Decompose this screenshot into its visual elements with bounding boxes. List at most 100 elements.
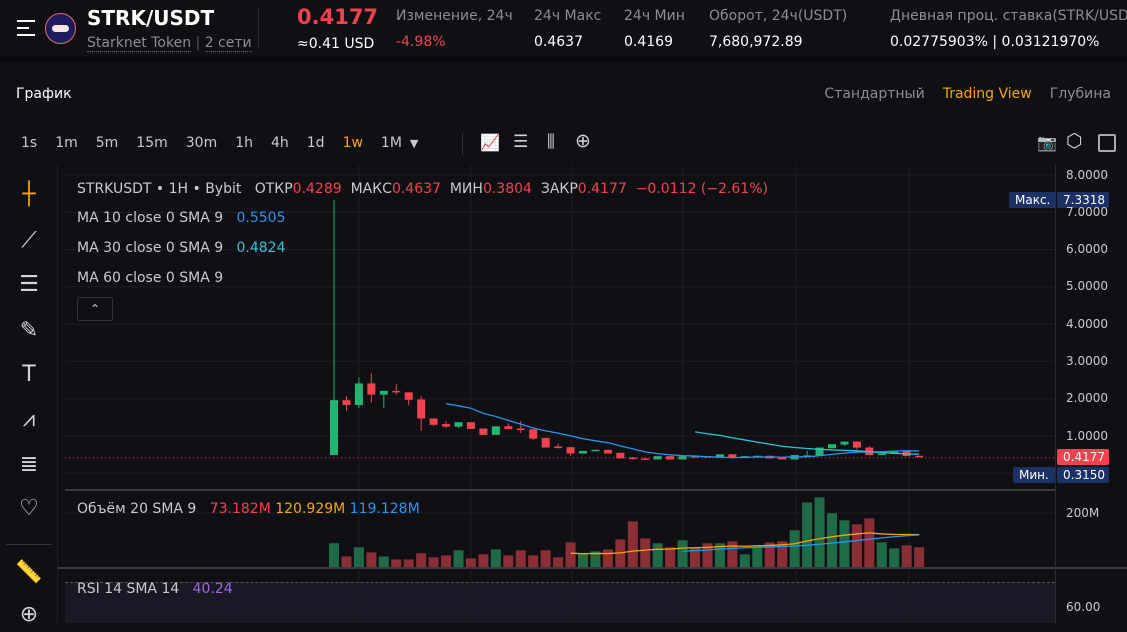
ma30-legend[interactable]: MA 30 close 0 SMA 9 0.4824 xyxy=(77,240,286,256)
volume-bar xyxy=(565,542,576,567)
pair-title[interactable]: STRK/USDT xyxy=(87,6,215,30)
tf-4h[interactable]: 4h xyxy=(270,135,289,151)
price-tick: 4.0000 xyxy=(1066,317,1108,331)
candle xyxy=(715,454,724,458)
change-label: Изменение, 24ч xyxy=(396,8,513,24)
candle xyxy=(828,444,836,449)
volume-bar xyxy=(789,530,800,567)
volume-bar xyxy=(752,547,763,567)
add-icon[interactable]: ⊕ xyxy=(575,130,591,152)
price-usd: ≈0.41 USD xyxy=(297,36,375,52)
tf-1s[interactable]: 1s xyxy=(21,135,38,151)
candle xyxy=(429,418,438,425)
volume-bar xyxy=(490,549,501,567)
ma10-legend[interactable]: MA 10 close 0 SMA 9 0.5505 xyxy=(77,210,286,226)
last-price-tag: 0.4177 xyxy=(1057,449,1109,465)
tab-standard[interactable]: Стандартный xyxy=(824,86,925,102)
candle xyxy=(541,437,550,448)
volume-bar xyxy=(503,555,514,567)
tab-tradingview[interactable]: Trading View xyxy=(942,86,1032,102)
networks-link[interactable]: 2 сети xyxy=(204,35,252,52)
volume-bar xyxy=(714,543,725,567)
candle xyxy=(678,456,687,460)
volume-bar xyxy=(876,542,887,567)
candle xyxy=(554,446,563,448)
legend-close: 0.4177 xyxy=(577,181,627,197)
legend-change: −0.0112 (−2.61%) xyxy=(635,181,768,197)
high-label: 24ч Макс xyxy=(534,8,602,24)
settings-icon[interactable]: ⬡ xyxy=(1066,130,1083,152)
timeframe-bar: 1s 1m 5m 15m 30m 1h 4h 1d 1w 1M ▼ xyxy=(21,135,436,151)
favorite-heart-icon[interactable]: ♡ xyxy=(19,496,39,521)
candle xyxy=(915,455,924,458)
volume-bar xyxy=(839,520,850,567)
tf-1M[interactable]: 1M xyxy=(380,135,402,151)
fib-icon[interactable]: ☰ xyxy=(19,272,39,297)
brush-icon[interactable]: ✎ xyxy=(19,318,39,343)
volume-bar xyxy=(764,542,775,567)
funding-label: Дневная проц. ставка(STRK/USDT) xyxy=(890,8,1127,24)
pattern-icon[interactable]: ⩘ xyxy=(22,407,36,432)
candle xyxy=(641,458,650,460)
indicators-icon[interactable]: 📈 xyxy=(480,133,500,152)
candle xyxy=(616,452,625,459)
change-value: -4.98% xyxy=(396,34,446,50)
text-icon[interactable]: T xyxy=(22,362,36,387)
tf-15m[interactable]: 15m xyxy=(136,135,168,151)
volume-bar xyxy=(528,555,539,567)
tf-1h[interactable]: 1h xyxy=(235,135,253,151)
rsi-axis-label: 60.00 xyxy=(1066,600,1101,614)
fullscreen-icon[interactable] xyxy=(1098,134,1116,152)
collapse-legend-button[interactable]: ⌃ xyxy=(77,297,113,321)
zoom-in-icon[interactable]: ⊕ xyxy=(19,602,39,627)
volume-bar xyxy=(652,543,663,567)
volume-bar xyxy=(665,547,676,567)
candle xyxy=(379,390,388,395)
chart-settings-icon[interactable]: ☰ xyxy=(513,132,529,152)
ma60-legend[interactable]: MA 60 close 0 SMA 9 xyxy=(77,270,224,286)
candle xyxy=(591,449,600,452)
menu-icon[interactable] xyxy=(17,20,37,36)
symbol-info: STRKUSDT • 1H • Bybit xyxy=(77,181,242,197)
camera-icon[interactable]: 📷 xyxy=(1037,133,1057,152)
volume-bar xyxy=(453,550,464,567)
volume-bar xyxy=(889,548,900,567)
volume-bar xyxy=(677,540,688,567)
price-tick: 6.0000 xyxy=(1066,242,1108,256)
strk-logo-icon xyxy=(45,13,76,44)
ma30-line xyxy=(694,431,920,455)
symbol-legend: STRKUSDT • 1H • Bybit ОТКР0.4289 МАКС0.4… xyxy=(77,181,768,197)
funding-value: 0.02775903% | 0.03121970% xyxy=(890,34,1100,50)
chevron-down-icon[interactable]: ▼ xyxy=(409,137,419,150)
ticker-header: STRK/USDT Starknet Token | 2 сети 0.4177… xyxy=(0,0,1127,62)
legend-high: 0.4637 xyxy=(391,181,441,197)
volume-bar xyxy=(403,559,414,567)
ruler-icon[interactable]: 📏 xyxy=(15,560,43,585)
volume-bar xyxy=(802,502,813,567)
candle xyxy=(566,447,575,454)
last-price: 0.4177 xyxy=(297,5,379,29)
volume-bar xyxy=(901,545,912,567)
tab-depth[interactable]: Глубина xyxy=(1049,86,1111,102)
tf-1w[interactable]: 1w xyxy=(342,135,363,151)
candle xyxy=(442,424,451,427)
low-label: 24ч Мин xyxy=(624,8,685,24)
volume-bar xyxy=(341,556,352,567)
volume-bar xyxy=(478,554,489,567)
crosshair-icon[interactable]: ┼ xyxy=(22,182,36,207)
trendline-icon[interactable]: ⟋ xyxy=(21,228,37,253)
candle xyxy=(392,390,401,393)
candle-type-icon[interactable]: ⫼ xyxy=(547,132,555,152)
token-name[interactable]: Starknet Token xyxy=(87,35,192,52)
tf-1d[interactable]: 1d xyxy=(306,135,325,151)
tf-30m[interactable]: 30m xyxy=(185,135,218,151)
high-value: 0.4637 xyxy=(534,34,583,50)
legend-open: 0.4289 xyxy=(292,181,342,197)
volume-bar xyxy=(553,557,564,567)
volume-bar xyxy=(814,497,825,567)
tf-1m[interactable]: 1m xyxy=(55,135,78,151)
forecast-icon[interactable]: ≣ xyxy=(19,452,39,477)
turnover-label: Оборот, 24ч(USDT) xyxy=(709,8,848,24)
tf-5m[interactable]: 5m xyxy=(95,135,119,151)
